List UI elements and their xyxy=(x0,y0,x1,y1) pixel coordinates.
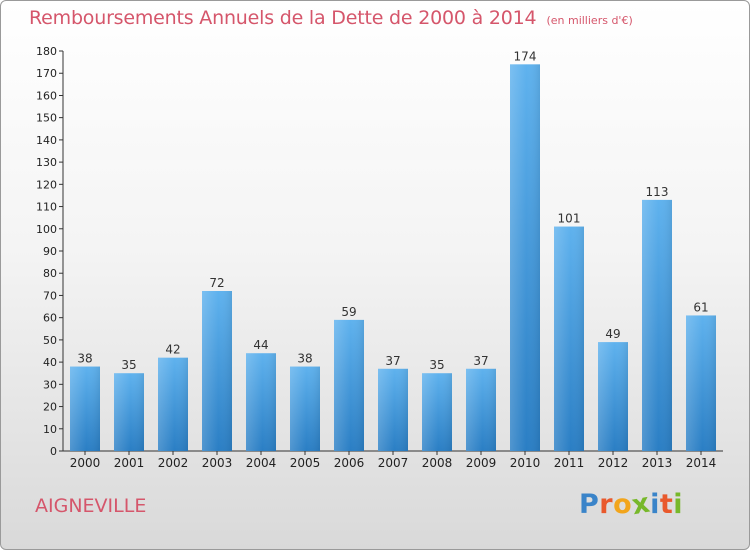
y-tick-label: 140 xyxy=(36,134,57,147)
x-tick-label-2003: 2003 xyxy=(202,456,233,470)
logo-letter: o xyxy=(613,489,633,520)
y-tick-label: 30 xyxy=(43,378,57,391)
y-tick-label: 50 xyxy=(43,334,57,347)
x-tick-label-2007: 2007 xyxy=(378,456,409,470)
x-tick-label-2005: 2005 xyxy=(290,456,321,470)
chart-title: Remboursements Annuels de la Dette de 20… xyxy=(29,7,633,29)
y-tick-label: 120 xyxy=(36,178,57,191)
x-tick-label-2001: 2001 xyxy=(114,456,145,470)
bar-sheen-2004 xyxy=(246,353,276,451)
data-label-2005: 38 xyxy=(297,352,312,366)
x-tick-label-2014: 2014 xyxy=(686,456,717,470)
data-label-2009: 37 xyxy=(473,354,488,368)
bar-sheen-2010 xyxy=(510,64,540,452)
data-label-2006: 59 xyxy=(341,305,356,319)
data-label-2014: 61 xyxy=(693,300,708,314)
y-tick-label: 150 xyxy=(36,112,57,125)
y-tick-label: 170 xyxy=(36,67,57,80)
proxiti-logo: Proxiti xyxy=(579,488,684,522)
bar-sheen-2000 xyxy=(70,366,100,451)
bar-sheen-2011 xyxy=(554,226,584,451)
bar-sheen-2005 xyxy=(290,366,320,451)
x-tick-label-2006: 2006 xyxy=(334,456,365,470)
data-labels: 38 35 42 72 44 38 59 37 35 37 174 101 49 113 61 xyxy=(77,49,708,372)
bar-sheen-2003 xyxy=(202,291,232,451)
y-tick-label: 70 xyxy=(43,289,57,302)
bar-sheen-2006 xyxy=(334,319,364,451)
logo-letter: P xyxy=(579,489,600,520)
city-name: AIGNEVILLE xyxy=(35,495,147,517)
x-tick-label-2002: 2002 xyxy=(158,456,189,470)
bar-sheen-2009 xyxy=(466,368,496,451)
y-tick-label: 40 xyxy=(43,356,57,369)
bar-sheen-2014 xyxy=(686,315,716,451)
y-tick-label: 90 xyxy=(43,245,57,258)
bar-sheen-2007 xyxy=(378,368,408,451)
y-tick-label: 10 xyxy=(43,423,57,436)
data-label-2001: 35 xyxy=(121,358,136,372)
chart-unit: (en milliers d'€) xyxy=(546,14,633,27)
bar-sheen-2013 xyxy=(642,199,672,451)
bar-sheen-2001 xyxy=(114,373,144,451)
data-label-2007: 37 xyxy=(385,354,400,368)
data-label-2013: 113 xyxy=(646,185,669,199)
x-tick-label-2013: 2013 xyxy=(642,456,673,470)
y-tick-label: 80 xyxy=(43,267,57,280)
data-label-2011: 101 xyxy=(558,212,581,226)
bar-sheen-2008 xyxy=(422,373,452,451)
x-tick-label-2000: 2000 xyxy=(70,456,101,470)
data-label-2000: 38 xyxy=(77,352,92,366)
y-tick-label: 100 xyxy=(36,223,57,236)
y-tick-label: 180 xyxy=(36,45,57,58)
logo-letter: i xyxy=(650,489,660,520)
y-tick-label: 110 xyxy=(36,201,57,214)
data-label-2004: 44 xyxy=(253,338,268,352)
data-label-2008: 35 xyxy=(429,358,444,372)
data-label-2010: 174 xyxy=(514,49,537,63)
x-tick-label-2010: 2010 xyxy=(510,456,541,470)
bar-sheen-2012 xyxy=(598,342,628,451)
x-tick-label-2011: 2011 xyxy=(554,456,585,470)
x-tick-label-2004: 2004 xyxy=(246,456,277,470)
y-tick-label: 160 xyxy=(36,89,57,102)
bars xyxy=(70,64,716,452)
x-tick-label-2009: 2009 xyxy=(466,456,497,470)
data-label-2012: 49 xyxy=(605,327,620,341)
x-tick-label-2008: 2008 xyxy=(422,456,453,470)
logo-letter: t xyxy=(659,489,674,520)
data-label-2002: 42 xyxy=(165,343,180,357)
data-label-2003: 72 xyxy=(209,276,224,290)
logo-letter: i xyxy=(673,489,684,520)
x-tick-label-2012: 2012 xyxy=(598,456,629,470)
logo-letter: r xyxy=(599,489,614,520)
y-tick-label: 20 xyxy=(43,401,57,414)
y-tick-label: 130 xyxy=(36,156,57,169)
y-tick-label: 0 xyxy=(50,445,57,458)
bar-sheen-2002 xyxy=(158,357,188,451)
y-tick-label: 60 xyxy=(43,312,57,325)
chart-title-text: Remboursements Annuels de la Dette de 20… xyxy=(29,7,537,29)
